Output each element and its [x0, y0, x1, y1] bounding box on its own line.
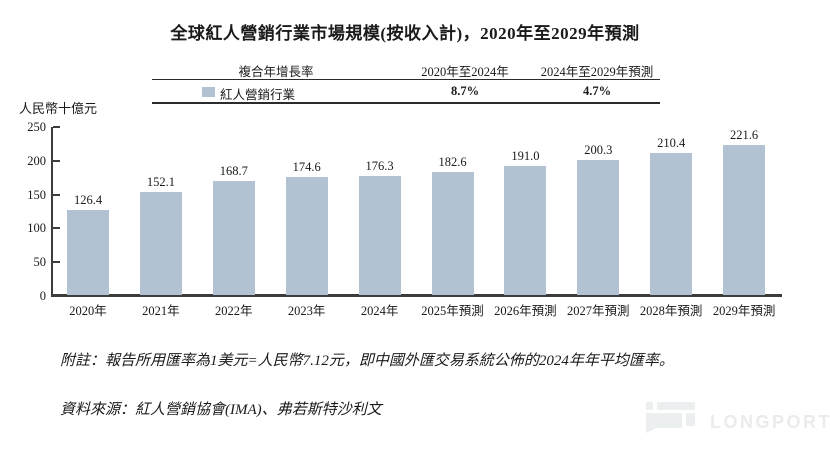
source-line: 資料來源：紅人營銷協會(IMA)、弗若斯特沙利文 — [60, 402, 382, 418]
legend-swatch — [202, 87, 215, 97]
cagr-metric-header: 複合年增長率 — [238, 65, 314, 79]
y-tick-mark — [53, 159, 60, 162]
x-axis-label: 2029年預測 — [712, 304, 776, 318]
table-rule-top — [152, 79, 660, 80]
y-tick-mark — [53, 261, 60, 264]
bar-2026年預測 — [504, 165, 547, 295]
watermark-text: LONGPORT — [710, 412, 830, 432]
bar-2027年預測 — [577, 159, 620, 295]
bar-value-label: 176.3 — [365, 158, 394, 173]
bar-value-label: 200.3 — [584, 142, 613, 157]
y-tick-label: 200 — [27, 153, 46, 168]
y-tick-mark — [53, 193, 60, 196]
cagr-table: 複合年增長率 2020年至2024年 2024年至2029年預測 紅人營銷行業 … — [152, 59, 660, 106]
watermark-logo-rightbar — [686, 413, 695, 426]
watermark-logo-topbar — [657, 402, 695, 410]
bar-2028年預測 — [650, 152, 693, 295]
legend-series-label: 紅人營銷行業 — [220, 88, 296, 102]
bar-2022年 — [212, 180, 255, 295]
bar-2020年 — [67, 209, 109, 295]
bar-2024年 — [358, 175, 401, 295]
x-axis-label: 2022年 — [215, 304, 253, 318]
watermark-logo-square — [646, 402, 653, 410]
x-axis-label: 2025年預測 — [421, 304, 484, 318]
y-tick-label: 50 — [33, 255, 47, 270]
y-axis-line — [51, 127, 53, 296]
bar-value-label: 174.6 — [292, 159, 321, 174]
y-tick-label: 250 — [27, 120, 46, 134]
watermark-logo-bubble — [646, 413, 682, 433]
x-axis-label: 2027年預測 — [567, 304, 630, 318]
cagr-period1-header: 2020年至2024年 — [421, 65, 509, 79]
bar-2021年 — [139, 192, 182, 295]
chart-title: 全球紅人營銷行業市場規模(按收入計)，2020年至2029年預測 — [170, 24, 640, 43]
x-axis-label: 2021年 — [142, 304, 180, 318]
y-tick-mark — [53, 126, 60, 128]
y-tick-label: 150 — [27, 187, 46, 202]
y-tick-label: 100 — [27, 221, 46, 236]
x-axis-label: 2026年預測 — [494, 304, 557, 318]
x-axis-line — [51, 294, 782, 297]
bar-2025年預測 — [431, 171, 474, 295]
x-axis-label: 2023年 — [287, 304, 326, 318]
bar-value-label: 210.4 — [657, 135, 686, 150]
bar-value-label: 152.1 — [146, 175, 175, 190]
bar-value-label: 191.0 — [511, 148, 540, 163]
cagr-period2-value: 4.7% — [582, 84, 612, 98]
bar-value-label: 221.6 — [730, 128, 759, 143]
x-axis-label: 2024年 — [360, 304, 399, 318]
footnote: 附註：報告所用匯率為1美元=人民幣7.12元，即中國外匯交易系統公佈的2024年… — [60, 353, 674, 369]
table-rule-bottom — [152, 102, 660, 104]
y-axis-unit-label: 人民幣十億元 — [19, 101, 98, 116]
bar-value-label: 126.4 — [73, 192, 103, 207]
x-axis-label: 2028年預測 — [639, 304, 703, 318]
cagr-period1-value: 8.7% — [450, 84, 480, 98]
bar-value-label: 182.6 — [438, 154, 467, 169]
bar-2029年預測 — [723, 145, 766, 295]
x-axis-label: 2020年 — [69, 304, 107, 318]
y-tick-label: 0 — [39, 289, 46, 303]
cagr-period2-header: 2024年至2029年預測 — [540, 65, 654, 79]
bar-value-label: 168.7 — [219, 163, 248, 178]
y-tick-mark — [53, 227, 60, 230]
bar-2023年 — [285, 176, 328, 295]
